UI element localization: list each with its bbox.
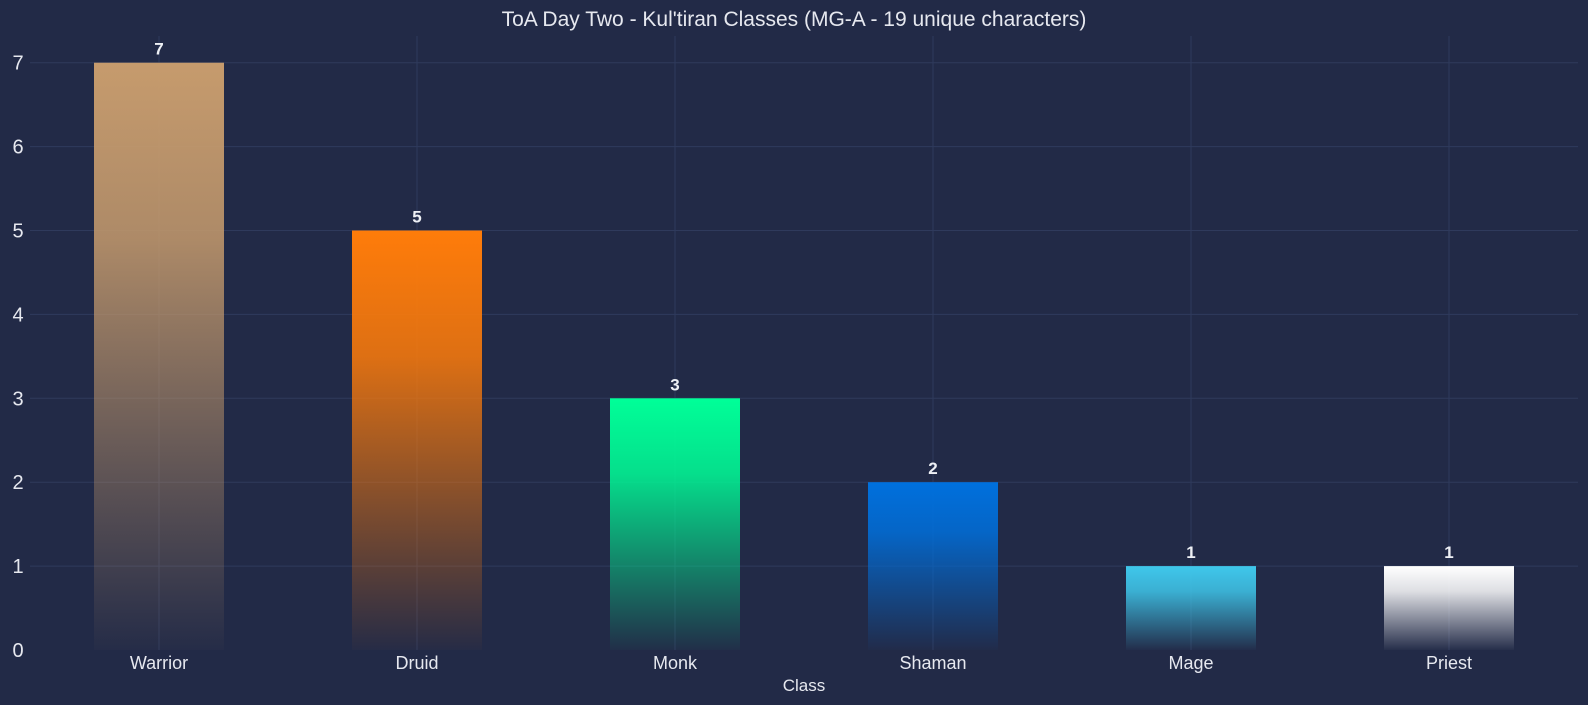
y-tick-label: 4 <box>12 304 23 326</box>
y-tick-label: 7 <box>12 53 23 75</box>
bars <box>94 62 1514 650</box>
bar-value-labels: 7 5 3 2 1 1 <box>154 40 1453 562</box>
y-tick-label: 2 <box>12 472 23 494</box>
bar-value-label: 1 <box>1186 543 1195 562</box>
y-tick-label: 6 <box>12 137 23 159</box>
bar-value-label: 7 <box>154 40 163 59</box>
y-tick-label: 1 <box>12 556 23 578</box>
bar-value-label: 3 <box>670 375 679 394</box>
bar-value-label: 5 <box>412 208 421 227</box>
bar-value-label: 1 <box>1444 543 1453 562</box>
x-tick-label: Monk <box>653 653 698 673</box>
bar-value-label: 2 <box>928 459 937 478</box>
x-axis-label: Class <box>783 676 826 695</box>
bar-druid <box>352 230 482 650</box>
chart-title: ToA Day Two - Kul'tiran Classes (MG-A - … <box>502 8 1087 31</box>
x-tick-label: Mage <box>1168 653 1213 673</box>
x-axis-ticks: Warrior Druid Monk Shaman Mage Priest <box>130 653 1472 673</box>
bar-priest <box>1384 566 1514 650</box>
bar-monk <box>610 398 740 650</box>
y-axis-ticks: 0 1 2 3 4 5 6 7 <box>12 53 23 662</box>
bar-shaman <box>868 482 998 650</box>
x-tick-label: Priest <box>1426 653 1472 673</box>
y-tick-label: 5 <box>12 221 23 243</box>
y-tick-label: 0 <box>12 640 23 662</box>
y-tick-label: 3 <box>12 388 23 410</box>
x-tick-label: Warrior <box>130 653 188 673</box>
x-tick-label: Druid <box>395 653 438 673</box>
x-tick-label: Shaman <box>899 653 966 673</box>
bar-warrior <box>94 62 224 650</box>
bar-mage <box>1126 566 1256 650</box>
grid-lines <box>30 36 1578 650</box>
